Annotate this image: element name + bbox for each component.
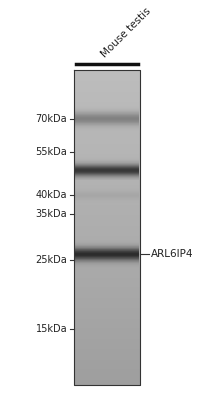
Text: 35kDa: 35kDa: [36, 208, 67, 218]
Text: ARL6IP4: ARL6IP4: [151, 249, 194, 259]
Text: Mouse testis: Mouse testis: [100, 6, 153, 60]
Text: 70kDa: 70kDa: [36, 114, 67, 124]
Text: 25kDa: 25kDa: [36, 254, 67, 264]
Text: 15kDa: 15kDa: [36, 324, 67, 334]
Text: 40kDa: 40kDa: [36, 190, 67, 200]
Text: 55kDa: 55kDa: [36, 147, 67, 157]
